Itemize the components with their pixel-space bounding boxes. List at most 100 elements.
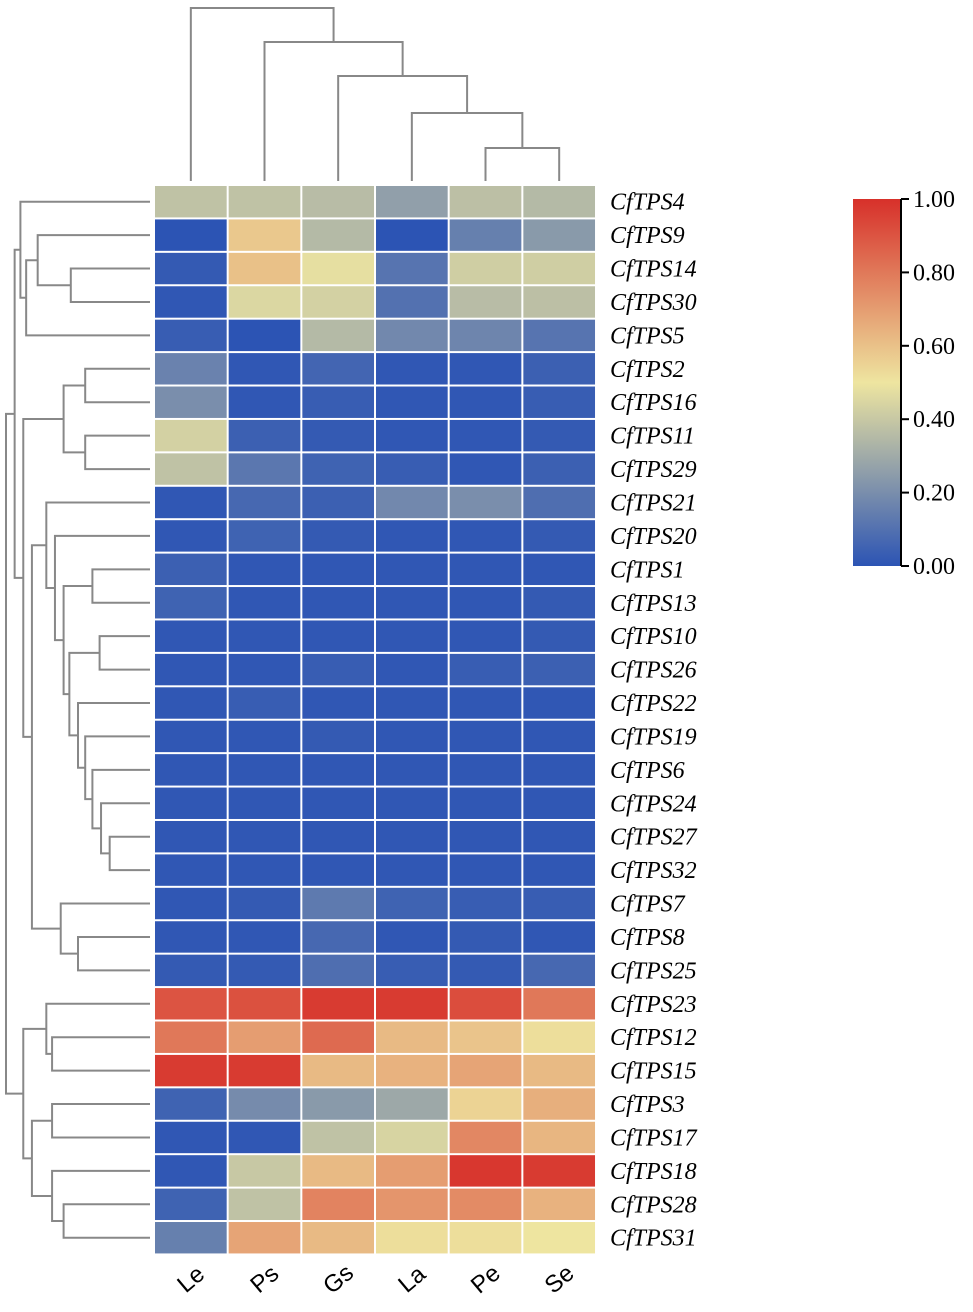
column-dendrogram [189, 7, 561, 181]
heatmap-cell-CfTPS22-Ps [228, 687, 301, 719]
heatmap-cell-CfTPS19-Se [523, 720, 596, 753]
heatmap-cell-CfTPS32-Se [523, 854, 596, 886]
heatmap-cell-CfTPS25-Ps [228, 954, 301, 987]
row-dendrogram-link [30, 544, 61, 930]
heatmap-cell-CfTPS24-Ps [228, 787, 301, 819]
heatmap-cell-CfTPS20-Gs [302, 520, 375, 552]
heatmap-cell-CfTPS30-Ps [228, 286, 301, 318]
heatmap-cell-CfTPS8-Gs [302, 921, 375, 953]
row-label-CfTPS11: CfTPS11 [610, 424, 695, 450]
row-label-CfTPS4: CfTPS4 [610, 190, 685, 216]
heatmap-cell-CfTPS24-Pe [449, 787, 522, 819]
heatmap-cell-CfTPS27-Pe [449, 820, 522, 853]
column-labels: Le Ps Gs La Pe Se [172, 1259, 579, 1299]
heatmap-cell-CfTPS23-Gs [302, 988, 375, 1020]
heatmap-cell-CfTPS17-Se [523, 1121, 596, 1154]
heatmap-cell-CfTPS10-Le [155, 620, 227, 652]
heatmap-cell-CfTPS28-Se [523, 1188, 596, 1221]
row-label-CfTPS26: CfTPS26 [610, 658, 697, 684]
heatmap-cell-CfTPS17-Gs [302, 1121, 375, 1154]
heatmap-cell-CfTPS22-La [376, 687, 448, 719]
row-label-CfTPS28: CfTPS28 [610, 1192, 697, 1218]
heatmap-cell-CfTPS32-Pe [449, 854, 522, 886]
row-label-CfTPS15: CfTPS15 [610, 1059, 697, 1085]
heatmap-cell-CfTPS4-Se [523, 186, 596, 218]
column-label-Pe: Pe [466, 1260, 506, 1300]
heatmap-cell-CfTPS23-La [376, 988, 448, 1020]
heatmap-cell-CfTPS32-Ps [228, 854, 301, 886]
heatmap-cell-CfTPS4-La [376, 186, 448, 218]
heatmap-cell-CfTPS3-Gs [302, 1088, 375, 1120]
heatmap-cell-CfTPS6-Le [155, 754, 227, 786]
heatmap-cell-CfTPS30-Se [523, 286, 596, 318]
heatmap-cell-CfTPS21-La [376, 486, 448, 519]
heatmap-cell-CfTPS32-Gs [302, 854, 375, 886]
heatmap-cell-CfTPS25-Gs [302, 954, 375, 987]
row-dendrogram-link [19, 200, 150, 299]
heatmap-cell-CfTPS17-La [376, 1121, 448, 1154]
row-labels: CfTPS4 CfTPS9 CfTPS14 CfTPS30 CfTPS5 CfTPS2 Cf… [610, 190, 698, 1252]
heatmap-cell-CfTPS18-Se [523, 1155, 596, 1187]
heatmap-cell-CfTPS26-Gs [302, 653, 375, 686]
heatmap-cell-CfTPS30-Pe [449, 286, 522, 318]
heatmap-cell-CfTPS4-Ps [228, 186, 301, 218]
heatmap-cell-CfTPS9-Le [155, 219, 227, 251]
row-dendrogram-link [51, 1169, 150, 1223]
heatmap-cell-CfTPS8-Pe [449, 921, 522, 953]
row-label-CfTPS3: CfTPS3 [610, 1092, 685, 1118]
heatmap-cell-CfTPS27-Se [523, 820, 596, 853]
heatmap-cell-CfTPS7-Ps [228, 887, 301, 920]
heatmap-cell-CfTPS31-Gs [302, 1222, 375, 1254]
row-dendrogram-link [62, 384, 86, 454]
row-dendrogram-link [108, 835, 150, 872]
row-label-CfTPS2: CfTPS2 [610, 357, 685, 383]
heatmap-cell-CfTPS5-Ps [228, 319, 301, 352]
heatmap-cell-CfTPS16-La [376, 386, 448, 418]
heatmap-cell-CfTPS9-La [376, 219, 448, 251]
column-label-Gs: Gs [318, 1259, 359, 1299]
heatmap-cell-CfTPS22-Pe [449, 687, 522, 719]
column-dendrogram-link [189, 7, 335, 181]
heatmap-cell-CfTPS12-Ps [228, 1021, 301, 1053]
row-dendrogram-link [45, 501, 150, 589]
heatmap-cell-CfTPS18-Pe [449, 1155, 522, 1187]
heatmap-cell-CfTPS19-La [376, 720, 448, 753]
heatmap-cell-CfTPS10-Se [523, 620, 596, 652]
heatmap-cell-CfTPS3-Ps [228, 1088, 301, 1120]
heatmap-cell-CfTPS28-La [376, 1188, 448, 1221]
heatmap-cell-CfTPS1-La [376, 553, 448, 586]
heatmap-cell-CfTPS15-Gs [302, 1054, 375, 1087]
heatmap-cell-CfTPS27-Gs [302, 820, 375, 853]
heatmap-cell-CfTPS23-Se [523, 988, 596, 1020]
heatmap-cell-CfTPS30-Le [155, 286, 227, 318]
heatmap-cell-CfTPS14-Se [523, 252, 596, 285]
column-label-Ps: Ps [245, 1260, 284, 1299]
heatmap-cell-CfTPS4-Gs [302, 186, 375, 218]
heatmap-cell-CfTPS7-La [376, 887, 448, 920]
heatmap-cell-CfTPS4-Le [155, 186, 227, 218]
row-label-CfTPS27: CfTPS27 [610, 825, 698, 851]
heatmap-cell-CfTPS12-Se [523, 1021, 596, 1053]
heatmap-cell-CfTPS29-Se [523, 453, 596, 485]
column-label-La: La [393, 1260, 431, 1298]
row-label-CfTPS1: CfTPS1 [610, 557, 685, 583]
row-label-CfTPS30: CfTPS30 [610, 290, 697, 316]
row-label-CfTPS18: CfTPS18 [610, 1159, 697, 1185]
heatmap-cell-CfTPS25-Se [523, 954, 596, 987]
heatmap-cell-CfTPS25-La [376, 954, 448, 987]
heatmap-cell-CfTPS23-Le [155, 988, 227, 1020]
heatmap-cell-CfTPS19-Pe [449, 720, 522, 753]
heatmap-cell-CfTPS27-La [376, 820, 448, 853]
heatmap-cell-CfTPS18-La [376, 1155, 448, 1187]
heatmap-cell-CfTPS23-Ps [228, 988, 301, 1020]
row-dendrogram-link [69, 267, 150, 303]
row-label-CfTPS5: CfTPS5 [610, 323, 685, 349]
heatmap-cell-CfTPS11-Pe [449, 419, 522, 452]
heatmap-cell-CfTPS6-Gs [302, 754, 375, 786]
heatmap-cell-CfTPS3-Pe [449, 1088, 522, 1120]
row-dendrogram-link [30, 1119, 53, 1197]
heatmap-cell-CfTPS28-Gs [302, 1188, 375, 1221]
heatmap-cell-CfTPS7-Pe [449, 887, 522, 920]
row-dendrogram-link [13, 248, 24, 579]
